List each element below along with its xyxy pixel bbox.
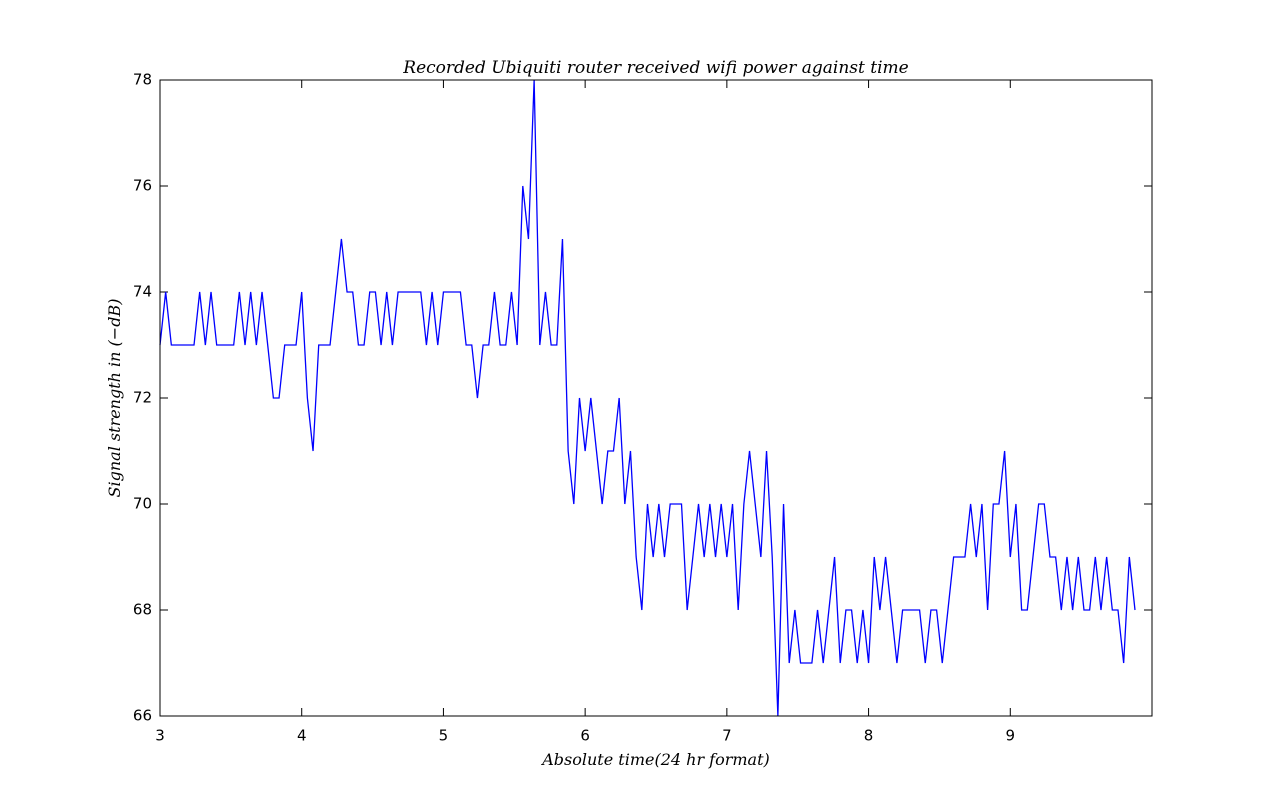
y-tick-label: 66 [133,707,152,725]
x-tick-label: 5 [439,727,449,745]
plot-frame [159,79,1153,717]
y-tick-label: 76 [133,177,152,195]
x-tick-label: 8 [864,727,874,745]
x-tick-label: 4 [297,727,307,745]
y-tick-label: 68 [133,601,152,619]
data-line [159,79,1136,717]
chart-title: Recorded Ubiquiti router received wifi p… [402,58,908,78]
x-tick-label: 6 [580,727,590,745]
y-tick-label: 70 [133,495,152,513]
y-tick-label: 72 [133,389,152,407]
y-tick-label: 78 [133,71,152,89]
x-axis-label: Absolute time(24 hr format) [540,750,770,769]
x-tick-label: 3 [155,727,165,745]
x-tick-label: 9 [1006,727,1016,745]
x-tick-label: 7 [722,727,732,745]
y-axis-label: Signal strength in (−dB) [105,299,124,498]
y-tick-label: 74 [133,283,152,301]
